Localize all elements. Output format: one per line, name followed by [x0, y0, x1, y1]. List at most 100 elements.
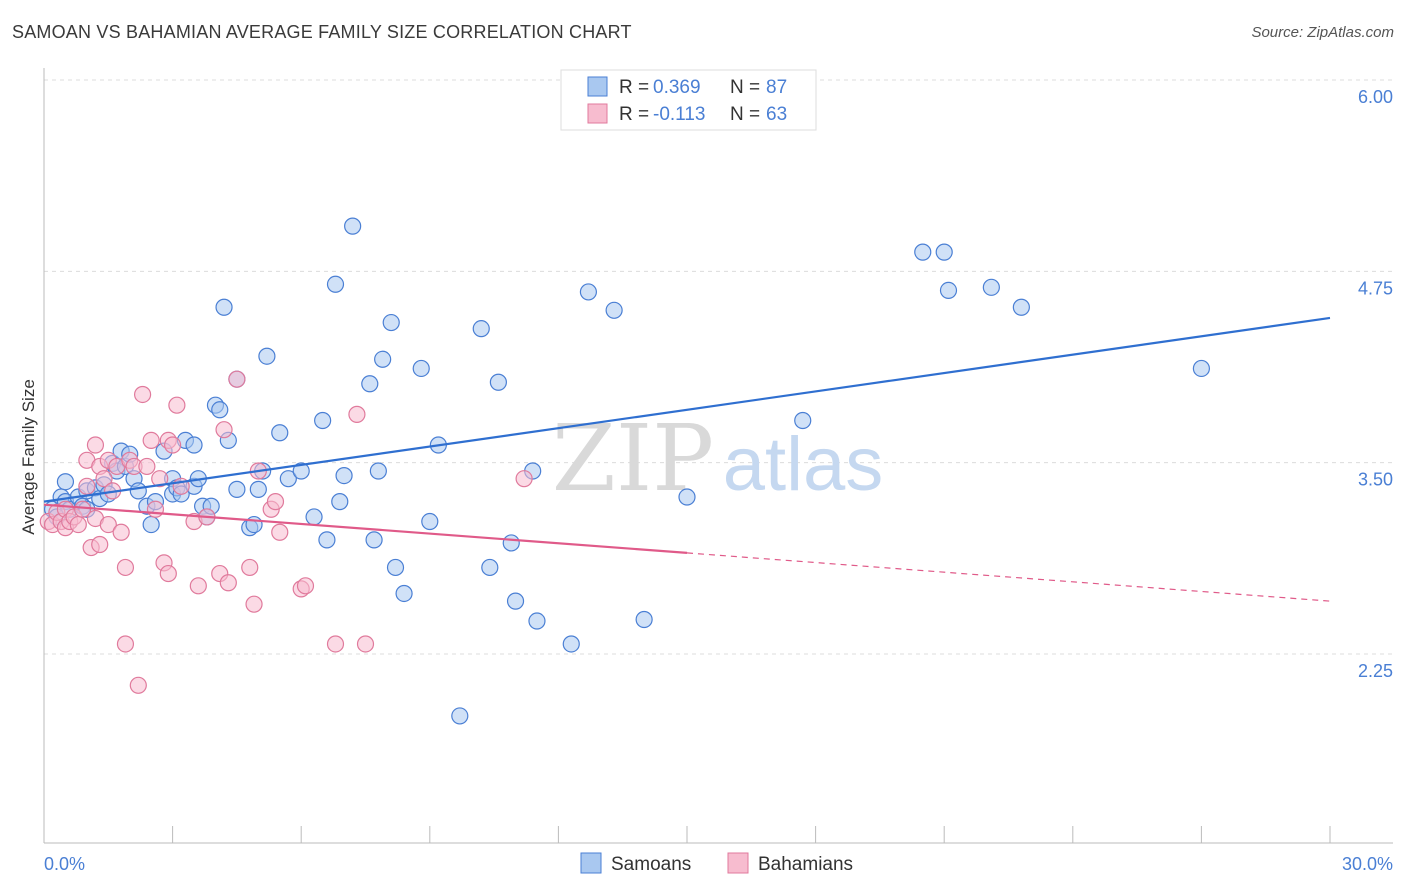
- samoan-point-49: [292, 462, 310, 480]
- bahamian-point-30: [142, 431, 160, 449]
- bahamian-point-47: [245, 595, 263, 613]
- y-tick-label-0: 2.25: [1358, 661, 1393, 681]
- samoan-point-48: [279, 470, 297, 488]
- stats-r-label-samoans: R =: [619, 77, 649, 98]
- samoan-point-30: [185, 436, 203, 454]
- samoan-point-82: [935, 243, 953, 261]
- bahamian-point-27: [129, 676, 147, 694]
- bahamian-point-50: [266, 493, 285, 511]
- bahamian-point-36: [164, 436, 182, 454]
- axis-layer: [43, 68, 1393, 844]
- bahamian-point-19: [99, 515, 117, 534]
- bahamian-point-28: [133, 385, 152, 404]
- watermark: ZIP atlas: [552, 405, 883, 512]
- x-tick-label-0: 0.0%: [44, 854, 85, 874]
- samoan-point-41: [228, 480, 246, 498]
- samoan-point-62: [386, 558, 405, 577]
- y-axis-title: Average Family Size: [19, 379, 38, 535]
- y-tick-label-1: 3.50: [1358, 470, 1393, 490]
- legend-swatch-samoans: [580, 852, 602, 874]
- source-label: Source: ZipAtlas.com: [1251, 24, 1394, 41]
- samoan-point-53: [326, 275, 345, 293]
- stats-legend: R = 0.369 N = 87 R = -0.113 N = 63: [560, 69, 817, 131]
- stats-n-value-bahamians: 63: [766, 104, 787, 125]
- bahamian-point-43: [215, 421, 233, 439]
- bahamian-point-44: [219, 574, 237, 592]
- series-legend: Samoans Bahamians: [580, 852, 853, 875]
- bahamian-point-54: [326, 635, 345, 653]
- samoan-point-72: [506, 592, 525, 610]
- bahamian-point-32: [151, 470, 169, 488]
- samoan-point-54: [331, 493, 349, 511]
- trend-layer: [43, 316, 1331, 602]
- samoan-point-81: [914, 243, 932, 261]
- samoan-point-80: [794, 411, 812, 430]
- samoan-point-37: [211, 401, 229, 419]
- legend-label-bahamians: Bahamians: [758, 854, 853, 875]
- samoan-point-38: [215, 298, 233, 316]
- samoan-point-44: [249, 480, 267, 498]
- samoan-point-69: [481, 558, 499, 577]
- legend-swatch-bahamians: [727, 852, 749, 874]
- stats-legend-swatch-samoans: [587, 76, 608, 97]
- bahamian-point-24: [116, 635, 135, 653]
- samoan-point-59: [369, 462, 387, 480]
- samoan-point-56: [344, 217, 362, 235]
- samoan-point-70: [489, 373, 507, 391]
- y-tick-label-3: 6.00: [1358, 87, 1393, 107]
- stats-n-value-samoans: 87: [766, 77, 787, 98]
- samoan-point-51: [314, 411, 332, 430]
- bahamian-point-16: [91, 535, 109, 554]
- bahamian-point-53: [296, 577, 315, 595]
- bahamian-point-56: [356, 635, 375, 653]
- stats-legend-swatch-bahamians: [587, 103, 608, 124]
- tick-labels: 2.25 3.50 4.75 6.00 0.0% 30.0%: [44, 87, 1393, 874]
- samoan-point-74: [528, 612, 546, 630]
- bahamian-trend-line: [43, 503, 688, 555]
- bahamian-point-13: [86, 436, 105, 454]
- samoan-point-75: [562, 635, 580, 653]
- samoan-point-52: [318, 531, 336, 549]
- bahamian-trend-line-extension: [686, 552, 1331, 602]
- chart-title: SAMOAN VS BAHAMIAN AVERAGE FAMILY SIZE C…: [12, 22, 632, 42]
- samoan-point-84: [982, 278, 1000, 296]
- points-layer: [39, 217, 1211, 725]
- bahamian-point-57: [515, 470, 533, 488]
- samoan-point-79: [678, 488, 696, 506]
- samoan-point-55: [335, 467, 353, 485]
- bahamian-point-46: [241, 558, 259, 577]
- samoan-point-46: [258, 347, 276, 365]
- bahamian-point-23: [116, 558, 135, 577]
- bahamian-point-35: [159, 564, 177, 583]
- bahamian-point-10: [78, 477, 96, 495]
- samoan-point-78: [635, 610, 653, 629]
- watermark-atlas: atlas: [723, 422, 884, 507]
- y-tick-label-2: 4.75: [1358, 278, 1393, 298]
- bahamian-point-29: [138, 457, 156, 476]
- samoan-point-85: [1012, 298, 1030, 316]
- legend-label-samoans: Samoans: [611, 854, 691, 875]
- bahamian-point-51: [271, 523, 289, 541]
- bahamian-point-8: [69, 515, 87, 534]
- samoan-point-63: [395, 584, 413, 603]
- samoan-point-47: [271, 424, 289, 442]
- bahamian-point-55: [348, 405, 366, 423]
- stats-r-value-samoans: 0.369: [653, 77, 701, 98]
- bahamian-point-31: [146, 500, 165, 518]
- stats-r-value-bahamians: -0.113: [653, 104, 705, 125]
- samoan-point-83: [939, 281, 958, 299]
- samoan-point-58: [365, 531, 383, 549]
- bahamian-point-17: [95, 470, 113, 488]
- samoan-point-71: [502, 534, 520, 552]
- samoan-point-68: [472, 320, 490, 338]
- stats-n-label-bahamians: N =: [730, 104, 760, 125]
- samoan-point-67: [451, 707, 469, 725]
- bahamian-point-45: [228, 370, 246, 388]
- samoan-point-86: [1192, 359, 1211, 378]
- samoan-point-65: [421, 512, 439, 531]
- bahamian-point-37: [168, 396, 186, 414]
- samoan-point-76: [579, 283, 598, 301]
- stats-r-label-bahamians: R =: [619, 104, 649, 125]
- samoan-point-50: [305, 508, 323, 526]
